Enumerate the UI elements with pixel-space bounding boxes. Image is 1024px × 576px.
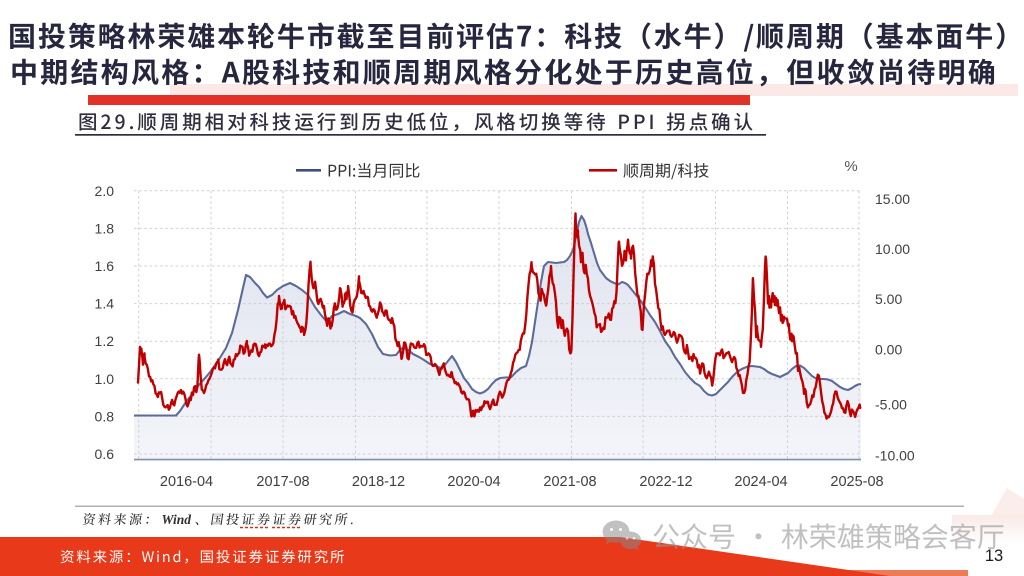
svg-text:1.6: 1.6 <box>95 258 115 274</box>
svg-text:0.6: 0.6 <box>95 446 115 462</box>
svg-text:2017-08: 2017-08 <box>256 474 309 490</box>
svg-text:%: % <box>844 158 857 175</box>
svg-text:2022-12: 2022-12 <box>639 474 692 490</box>
svg-text:5.00: 5.00 <box>875 291 902 307</box>
svg-text:1.0: 1.0 <box>95 371 115 387</box>
svg-text:2020-04: 2020-04 <box>447 474 500 490</box>
svg-text:-5.00: -5.00 <box>875 397 907 413</box>
svg-text:0.8: 0.8 <box>95 408 115 424</box>
svg-text:-10.00: -10.00 <box>875 448 915 464</box>
svg-text:2024-04: 2024-04 <box>734 474 787 490</box>
svg-text:2025-08: 2025-08 <box>830 474 883 490</box>
svg-text:2.0: 2.0 <box>95 183 115 199</box>
svg-text:1.4: 1.4 <box>95 296 115 312</box>
svg-text:1.8: 1.8 <box>95 220 115 236</box>
svg-text:10.00: 10.00 <box>875 241 910 257</box>
svg-text:2018-12: 2018-12 <box>352 474 405 490</box>
svg-text:2016-04: 2016-04 <box>160 474 213 490</box>
svg-text:1.2: 1.2 <box>95 333 115 349</box>
svg-text:Wind: Wind <box>162 512 192 527</box>
svg-text:15.00: 15.00 <box>875 191 910 207</box>
svg-text:2021-08: 2021-08 <box>543 474 596 490</box>
svg-text:0.00: 0.00 <box>875 342 902 358</box>
svg-text:13: 13 <box>985 547 1003 565</box>
